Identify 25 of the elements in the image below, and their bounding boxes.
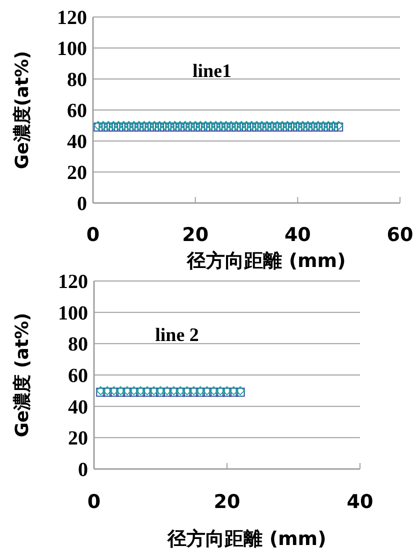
y-tick-label: 20	[68, 428, 88, 450]
y-tick-label: 120	[58, 271, 88, 293]
y-tick-label: 80	[67, 69, 87, 91]
y-tick-label: 0	[77, 193, 87, 215]
x-tick-label: 20	[182, 224, 209, 246]
x-axis-title: 径方向距離 (mm)	[166, 528, 326, 550]
y-tick-label: 60	[67, 100, 87, 122]
annotation: line1	[192, 61, 232, 82]
y-axis-title: Ge濃度 (at%)	[12, 312, 33, 438]
annotation: line 2	[155, 325, 199, 346]
y-tick-label: 20	[67, 162, 87, 184]
y-tick-label: 80	[68, 334, 88, 356]
y-tick-label: 40	[68, 396, 88, 418]
y-tick-label: 100	[57, 38, 87, 60]
x-tick-label: 40	[346, 491, 374, 513]
y-tick-label: 60	[68, 365, 88, 387]
y-tick-label: 120	[57, 7, 87, 29]
x-tick-label: 60	[386, 224, 414, 246]
y-axis-title: Ge濃度(at%)	[12, 50, 33, 170]
y-tick-label: 100	[58, 302, 88, 324]
x-tick-label: 40	[284, 224, 311, 246]
x-axis-title: 径方向距離 (mm)	[186, 250, 346, 272]
x-tick-label: 20	[214, 491, 240, 513]
y-tick-label: 40	[67, 131, 87, 153]
y-tick-label: 0	[78, 459, 88, 481]
